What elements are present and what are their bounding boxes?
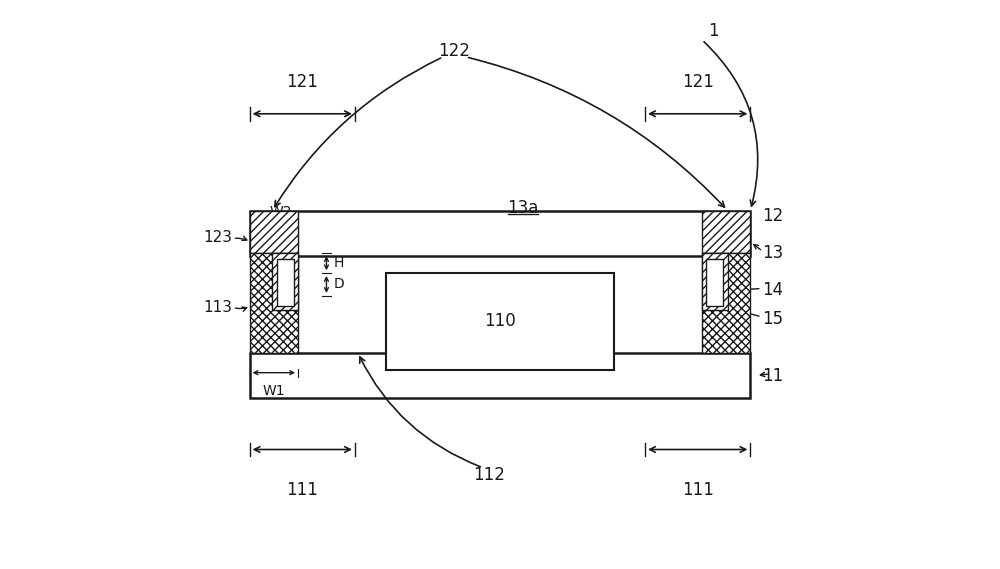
Text: D: D [333, 278, 344, 291]
Text: 14: 14 [762, 281, 783, 299]
Bar [272, 253, 298, 310]
Text: 110: 110 [484, 312, 516, 331]
Text: 112: 112 [473, 466, 505, 484]
Text: 1: 1 [708, 22, 718, 40]
Bar [250, 253, 298, 353]
Text: 15: 15 [762, 310, 783, 328]
Text: H: H [333, 256, 344, 270]
Bar [277, 259, 294, 306]
Text: 11: 11 [762, 366, 783, 385]
Text: 111: 111 [682, 481, 714, 499]
Text: 111: 111 [287, 481, 318, 499]
Text: 122: 122 [439, 42, 470, 60]
Bar [702, 253, 750, 353]
Text: 121: 121 [682, 73, 714, 91]
Bar [386, 273, 614, 370]
Text: 113: 113 [204, 300, 233, 315]
Text: 121: 121 [287, 73, 318, 91]
Text: 12: 12 [762, 207, 783, 225]
Bar [706, 259, 723, 306]
Bar [250, 211, 298, 253]
Bar [702, 253, 728, 310]
Text: 123: 123 [204, 230, 233, 245]
Bar [702, 211, 750, 253]
Bar [250, 211, 750, 256]
Text: W2: W2 [270, 205, 292, 219]
Bar [250, 353, 750, 398]
Text: 13: 13 [762, 244, 783, 262]
Text: W1: W1 [263, 384, 285, 398]
Text: 13a: 13a [507, 199, 538, 217]
